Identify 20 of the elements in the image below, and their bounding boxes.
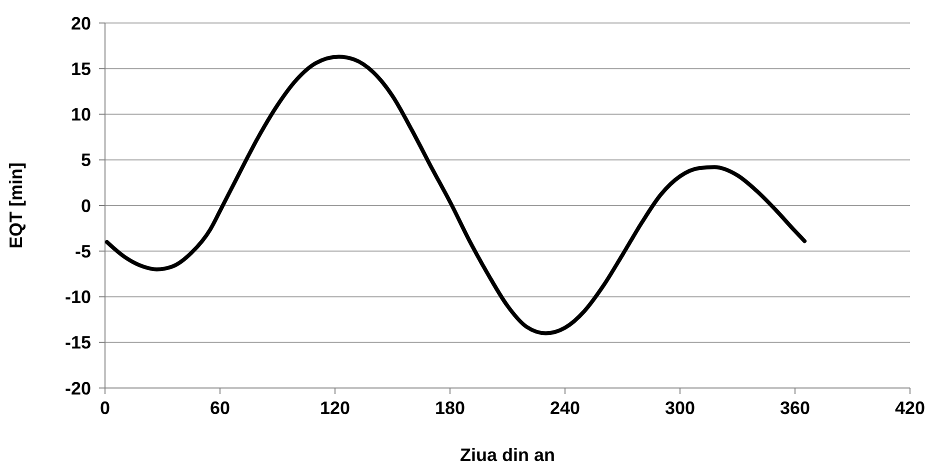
x-tick-label: 420 xyxy=(894,398,926,418)
y-tick-label: 0 xyxy=(80,196,91,216)
x-tick-label: 120 xyxy=(320,398,350,418)
y-axis-title: EQT [min] xyxy=(6,162,26,248)
y-tick-label: -20 xyxy=(64,378,91,398)
y-tick-label: 15 xyxy=(70,58,91,79)
y-tick-label: 5 xyxy=(80,150,91,170)
y-tick-label: -10 xyxy=(64,287,91,308)
line-series xyxy=(104,54,807,336)
x-tick-label: 300 xyxy=(664,398,696,418)
x-tick-label: 240 xyxy=(550,398,580,418)
y-tick-label: -5 xyxy=(74,241,91,262)
x-axis-title: Ziua din an xyxy=(460,445,556,465)
y-tick-label: 20 xyxy=(70,13,91,34)
x-tick-label: 0 xyxy=(100,398,110,418)
y-tick-label: -15 xyxy=(64,332,91,353)
x-tick-label: 180 xyxy=(434,398,466,418)
x-tick-label: 360 xyxy=(780,398,810,418)
x-tick-label: 60 xyxy=(210,398,230,418)
y-tick-label: 10 xyxy=(70,104,91,125)
